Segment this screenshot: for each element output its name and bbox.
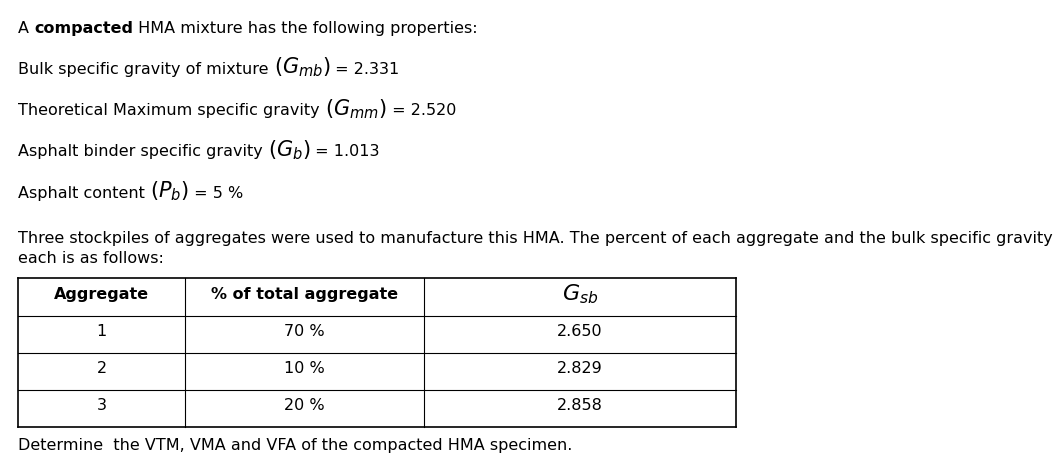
- Text: 2.829: 2.829: [557, 361, 603, 376]
- Text: = 5 %: = 5 %: [189, 186, 244, 200]
- Text: compacted: compacted: [34, 21, 133, 36]
- Text: $(P_b)$: $(P_b)$: [150, 179, 189, 203]
- Text: 10 %: 10 %: [284, 361, 325, 376]
- Text: $G_{sb}$: $G_{sb}$: [561, 282, 598, 306]
- Text: Theoretical Maximum specific gravity: Theoretical Maximum specific gravity: [18, 103, 325, 118]
- Text: = 2.520: = 2.520: [387, 103, 455, 118]
- Text: 2: 2: [96, 361, 107, 376]
- Text: = 2.331: = 2.331: [330, 62, 399, 77]
- Text: Asphalt content: Asphalt content: [18, 186, 150, 200]
- Text: each is as follows:: each is as follows:: [18, 251, 164, 266]
- Text: Aggregate: Aggregate: [54, 287, 149, 302]
- Text: A: A: [18, 21, 34, 36]
- Text: % of total aggregate: % of total aggregate: [211, 287, 398, 302]
- Text: Determine  the VTM, VMA and VFA of the compacted HMA specimen.: Determine the VTM, VMA and VFA of the co…: [18, 438, 572, 453]
- Text: 70 %: 70 %: [284, 324, 325, 339]
- Text: = 1.013: = 1.013: [310, 144, 380, 159]
- Text: $(G_b)$: $(G_b)$: [268, 138, 310, 162]
- Text: 2.650: 2.650: [557, 324, 603, 339]
- Text: $(G_{sb})$: $(G_{sb})$: [1058, 225, 1059, 248]
- Text: Asphalt binder specific gravity: Asphalt binder specific gravity: [18, 144, 268, 159]
- Text: 2.858: 2.858: [557, 398, 603, 413]
- Text: Bulk specific gravity of mixture: Bulk specific gravity of mixture: [18, 62, 273, 77]
- Text: HMA mixture has the following properties:: HMA mixture has the following properties…: [133, 21, 478, 36]
- Text: $(G_{mm})$: $(G_{mm})$: [325, 97, 387, 121]
- Text: Three stockpiles of aggregates were used to manufacture this HMA. The percent of: Three stockpiles of aggregates were used…: [18, 231, 1058, 246]
- Text: 1: 1: [96, 324, 107, 339]
- Text: 3: 3: [96, 398, 107, 413]
- Text: $(G_{mb})$: $(G_{mb})$: [273, 56, 330, 79]
- Text: 20 %: 20 %: [284, 398, 325, 413]
